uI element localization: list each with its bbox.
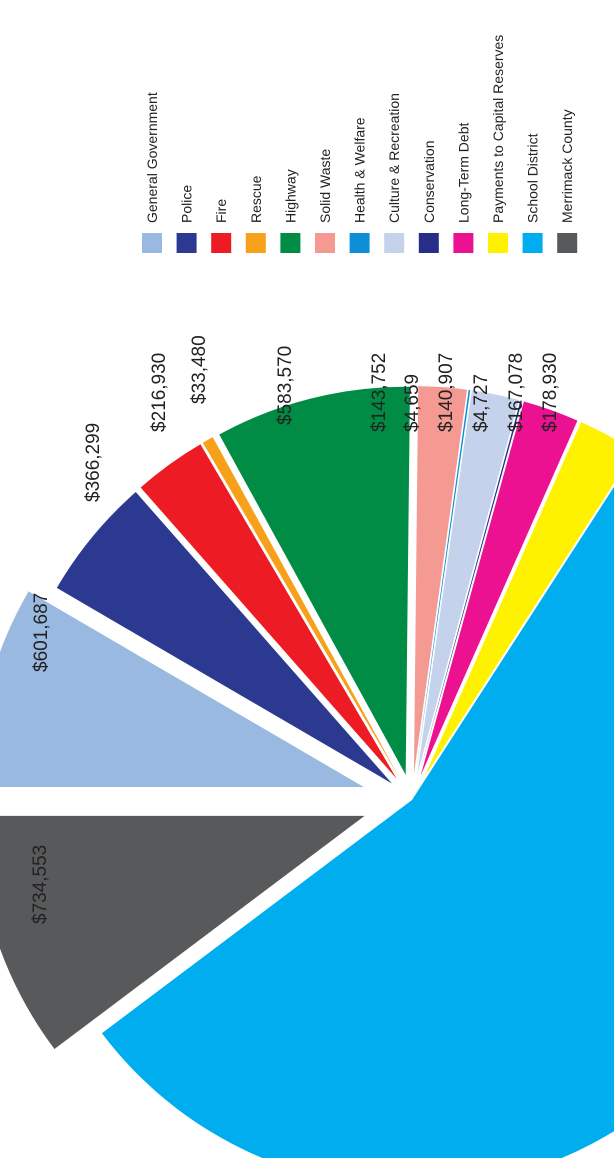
- legend-label-payments-to-capital-reserves: Payments to Capital Reserves: [490, 35, 506, 223]
- value-label-culture-and-recreation: $140,907: [436, 353, 457, 432]
- legend-label-solid-waste: Solid Waste: [317, 149, 333, 223]
- legend-item-school-district: School District: [523, 133, 543, 253]
- legend-swatch-merrimack-county: [557, 233, 577, 253]
- value-label-general-government: $601,687: [31, 593, 52, 672]
- legend-item-rescue: Rescue: [246, 175, 266, 253]
- legend-label-fire: Fire: [213, 199, 229, 223]
- value-label-highway: $583,570: [275, 346, 296, 425]
- legend-label-long-term-debt: Long-Term Debt: [455, 123, 471, 223]
- value-label-payments-to-capital-reserves: $178,930: [540, 353, 561, 432]
- legend-label-police: Police: [179, 185, 195, 223]
- legend-item-fire: Fire: [211, 199, 231, 253]
- legend-swatch-rescue: [246, 233, 266, 253]
- legend-item-conservation: Conservation: [419, 141, 439, 254]
- value-label-police: $366,299: [83, 423, 104, 502]
- legend-swatch-solid-waste: [315, 233, 335, 253]
- value-label-fire: $216,930: [149, 353, 170, 432]
- legend-label-highway: Highway: [282, 169, 298, 223]
- legend-item-solid-waste: Solid Waste: [315, 149, 335, 253]
- legend-item-payments-to-capital-reserves: Payments to Capital Reserves: [488, 35, 508, 253]
- value-label-conservation: $4,727: [471, 374, 492, 432]
- legend-swatch-school-district: [523, 233, 543, 253]
- legend-swatch-conservation: [419, 233, 439, 253]
- legend-label-health-and-welfare: Health & Welfare: [352, 117, 368, 223]
- legend-item-general-government: General Government: [142, 92, 162, 253]
- value-label-rescue: $33,480: [189, 335, 210, 404]
- legend-swatch-fire: [211, 233, 231, 253]
- legend-swatch-payments-to-capital-reserves: [488, 233, 508, 253]
- legend-item-merrimack-county: Merrimack County: [557, 109, 577, 253]
- legend: General Government Police Fire Rescue Highwa…: [142, 35, 577, 253]
- legend-item-police: Police: [177, 185, 197, 253]
- legend-swatch-long-term-debt: [453, 233, 473, 253]
- legend-swatch-highway: [280, 233, 300, 253]
- legend-item-health-and-welfare: Health & Welfare: [350, 117, 370, 253]
- legend-swatch-culture-and-recreation: [384, 233, 404, 253]
- value-label-solid-waste: $143,752: [369, 353, 390, 432]
- legend-swatch-general-government: [142, 233, 162, 253]
- legend-label-school-district: School District: [525, 133, 541, 223]
- legend-label-general-government: General Government: [144, 92, 160, 223]
- legend-swatch-police: [177, 233, 197, 253]
- legend-item-highway: Highway: [280, 169, 300, 253]
- legend-item-long-term-debt: Long-Term Debt: [453, 123, 473, 253]
- value-label-long-term-debt: $167,078: [506, 353, 527, 432]
- legend-item-culture-and-recreation: Culture & Recreation: [384, 93, 404, 253]
- legend-label-rescue: Rescue: [248, 175, 264, 223]
- legend-label-conservation: Conservation: [421, 141, 437, 224]
- value-label-merrimack-county: $734,553: [30, 845, 51, 924]
- value-label-health-and-welfare: $4,659: [402, 374, 423, 432]
- legend-label-merrimack-county: Merrimack County: [559, 109, 575, 223]
- legend-swatch-health-and-welfare: [350, 233, 370, 253]
- legend-label-culture-and-recreation: Culture & Recreation: [386, 93, 402, 223]
